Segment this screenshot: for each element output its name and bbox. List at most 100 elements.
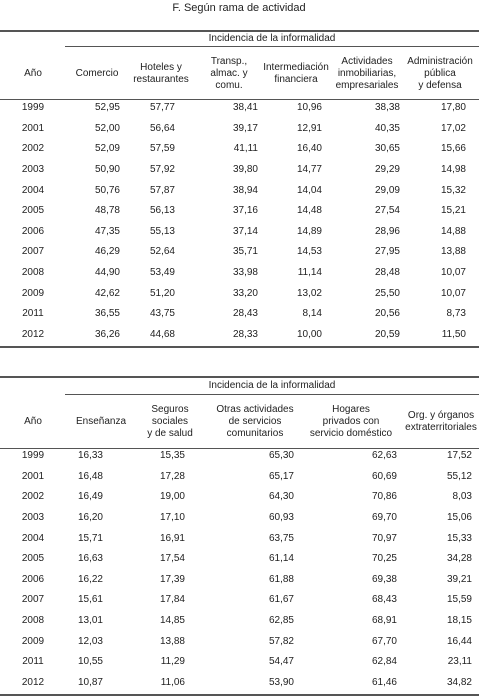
year-cell: 1999	[21, 102, 45, 113]
column-header: privados con	[322, 416, 380, 427]
value-cell: 17,54	[159, 553, 185, 565]
year-cell: 2012	[21, 329, 45, 341]
value-cell: 43,75	[149, 308, 175, 320]
rule	[0, 448, 479, 449]
value-cell: 61,88	[268, 573, 294, 585]
value-cell: 33,98	[232, 267, 258, 279]
value-cell: 17,84	[159, 594, 185, 606]
value-cell: 51,20	[149, 287, 175, 299]
value-cell: 69,38	[371, 573, 397, 585]
value-cell: 34,82	[446, 677, 472, 689]
value-cell: 60,93	[268, 511, 294, 523]
value-cell: 46,29	[94, 246, 120, 258]
value-cell: 57,77	[149, 102, 175, 113]
value-cell: 8,14	[302, 308, 322, 320]
year-cell: 2001	[21, 122, 45, 134]
value-cell: 27,95	[374, 246, 400, 258]
value-cell: 11,29	[160, 656, 185, 668]
value-cell: 17,39	[159, 573, 185, 585]
value-cell: 36,26	[94, 329, 120, 341]
value-cell: 16,40	[296, 143, 322, 155]
column-header: Administración	[407, 56, 473, 67]
column-header: y de salud	[147, 428, 193, 439]
value-cell: 52,09	[94, 143, 120, 155]
value-cell: 16,49	[77, 491, 103, 503]
value-cell: 39,21	[446, 573, 472, 585]
value-cell: 70,86	[371, 491, 397, 503]
value-cell: 65,30	[268, 450, 294, 461]
value-cell: 17,02	[440, 122, 466, 134]
column-header: Intermediación	[263, 62, 329, 73]
value-cell: 70,25	[371, 553, 397, 565]
value-cell: 15,32	[440, 184, 466, 196]
value-cell: 57,82	[268, 635, 294, 647]
value-cell: 61,46	[371, 677, 397, 689]
value-cell: 14,48	[296, 205, 322, 217]
value-cell: 16,48	[77, 470, 103, 482]
value-cell: 19,00	[159, 491, 185, 503]
value-cell: 62,63	[371, 450, 397, 461]
value-cell: 10,07	[440, 287, 466, 299]
value-cell: 28,33	[232, 329, 258, 341]
value-cell: 23,11	[447, 656, 472, 668]
group-header: Incidencia de la informalidad	[208, 380, 336, 391]
value-cell: 20,59	[374, 329, 400, 341]
value-cell: 52,64	[149, 246, 175, 258]
value-cell: 14,98	[440, 163, 466, 175]
column-header: Enseñanza	[75, 416, 127, 427]
rule	[0, 694, 479, 696]
column-header: Comercio	[75, 68, 119, 79]
value-cell: 57,87	[149, 184, 175, 196]
value-cell: 44,68	[149, 329, 175, 341]
year-cell: 2011	[22, 656, 44, 668]
value-cell: 18,15	[446, 615, 472, 627]
value-cell: 15,66	[440, 143, 466, 155]
value-cell: 16,63	[77, 553, 103, 565]
value-cell: 37,16	[232, 205, 258, 217]
column-header: Hogares	[332, 404, 370, 415]
value-cell: 62,84	[371, 656, 397, 668]
column-header: sociales	[151, 416, 189, 427]
value-cell: 38,41	[232, 102, 258, 113]
column-header: Año	[24, 68, 42, 79]
value-cell: 53,49	[149, 267, 175, 279]
value-cell: 15,71	[77, 532, 103, 544]
value-cell: 17,52	[446, 450, 472, 461]
column-header: Transp.,	[210, 56, 248, 67]
value-cell: 16,22	[77, 573, 103, 585]
value-cell: 69,70	[371, 511, 397, 523]
value-cell: 10,55	[77, 656, 103, 668]
rule	[0, 99, 479, 100]
value-cell: 34,28	[446, 553, 472, 565]
year-cell: 2001	[21, 470, 45, 482]
rule	[0, 376, 479, 378]
value-cell: 29,09	[374, 184, 400, 196]
value-cell: 55,12	[446, 470, 472, 482]
value-cell: 10,87	[77, 677, 103, 689]
column-header: restaurantes	[133, 74, 189, 85]
value-cell: 48,78	[94, 205, 120, 217]
value-cell: 16,91	[159, 532, 185, 544]
year-cell: 2007	[21, 246, 45, 258]
column-header: comunitarios	[226, 428, 284, 439]
value-cell: 33,20	[232, 287, 258, 299]
rule	[65, 46, 479, 47]
year-cell: 2009	[21, 635, 45, 647]
value-cell: 15,61	[77, 594, 103, 606]
value-cell: 14,89	[296, 225, 322, 237]
value-cell: 39,17	[232, 122, 258, 134]
column-header: empresariales	[335, 80, 399, 91]
value-cell: 28,48	[374, 267, 400, 279]
value-cell: 12,03	[77, 635, 103, 647]
value-cell: 60,69	[371, 470, 397, 482]
value-cell: 70,97	[371, 532, 397, 544]
year-cell: 2004	[21, 184, 45, 196]
column-header: extraterritoriales	[405, 422, 477, 433]
group-header: Incidencia de la informalidad	[208, 33, 336, 44]
value-cell: 15,35	[159, 450, 185, 461]
year-cell: 2006	[21, 225, 45, 237]
value-cell: 28,96	[374, 225, 400, 237]
year-cell: 2006	[21, 573, 45, 585]
value-cell: 40,35	[374, 122, 400, 134]
value-cell: 30,65	[374, 143, 400, 155]
